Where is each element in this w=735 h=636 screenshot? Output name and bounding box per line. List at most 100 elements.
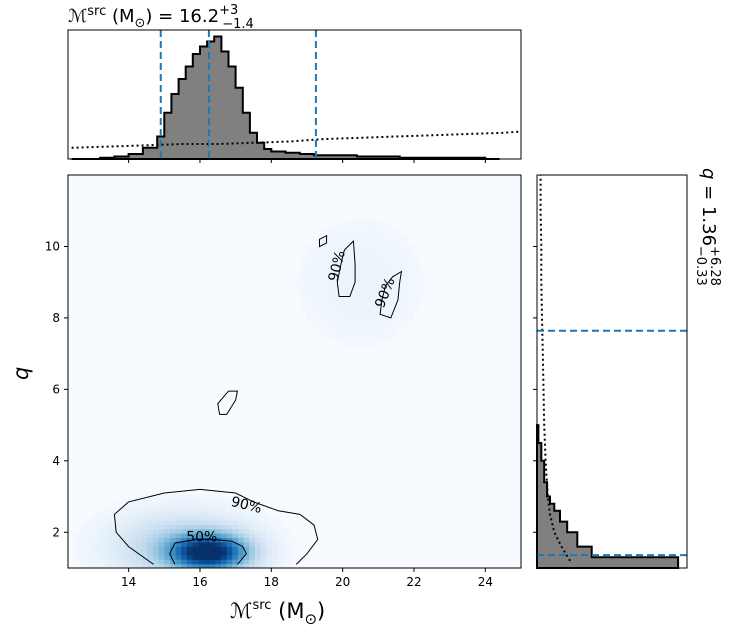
density-cell [379, 297, 386, 303]
density-cell [237, 515, 245, 521]
density-cell [317, 266, 324, 272]
density-cell [254, 559, 262, 565]
density-cell [192, 502, 199, 508]
density-cell [164, 519, 171, 525]
density-cell [124, 541, 131, 547]
density-cell [362, 257, 369, 263]
density-cell [328, 314, 335, 320]
density-cell [79, 546, 86, 552]
density-cell [322, 244, 330, 250]
density-cell [419, 288, 426, 294]
density-cell [322, 288, 330, 294]
density-cell [322, 227, 330, 233]
density-cell [215, 541, 222, 547]
density-cell [169, 511, 177, 517]
density-cell [209, 524, 216, 530]
density-cell [305, 297, 313, 303]
density-cell [362, 340, 369, 346]
density-cell [322, 231, 330, 237]
density-cell [84, 533, 92, 539]
density-cell [373, 332, 381, 338]
density-cell [107, 554, 114, 560]
density-cell [390, 240, 398, 246]
density-cell [164, 502, 171, 508]
density-cell [101, 537, 109, 543]
density-cell [271, 563, 279, 568]
density-cell [334, 253, 341, 259]
density-cell [373, 244, 381, 250]
density-cell [141, 528, 148, 534]
density-cell [113, 559, 120, 565]
density-cell [118, 506, 126, 512]
density-cell [356, 314, 364, 320]
density-cell [96, 546, 103, 552]
density-cell [118, 550, 126, 556]
density-cell [107, 524, 114, 530]
density-cell [317, 314, 324, 320]
density-cell [135, 554, 143, 560]
density-cell [237, 533, 245, 539]
density-cell [147, 563, 154, 568]
density-cell [147, 546, 154, 552]
density-cell [328, 327, 335, 333]
right-quantile-lines [537, 329, 687, 557]
density-cell [368, 236, 375, 242]
density-cell [373, 227, 381, 233]
density-cell [209, 506, 216, 512]
density-cell [169, 498, 177, 504]
density-cell [141, 519, 148, 525]
density-cell [73, 546, 80, 552]
density-cell [164, 554, 171, 560]
density-cell [113, 541, 120, 547]
density-cell [96, 519, 103, 525]
density-cell [339, 332, 347, 338]
density-cell [186, 511, 194, 517]
density-cell [379, 301, 386, 307]
density-cell [419, 271, 426, 277]
density-cell [226, 511, 233, 517]
density-cell [254, 546, 262, 552]
density-cell [198, 524, 205, 530]
density-cell [283, 559, 290, 565]
density-cell [277, 537, 284, 543]
density-cell [152, 515, 160, 521]
density-cell [362, 271, 369, 277]
density-cell [379, 257, 386, 263]
density-cell [164, 528, 171, 534]
density-cell [385, 266, 392, 272]
density-cell [407, 262, 415, 268]
density-cell [407, 275, 415, 281]
density-cell [396, 297, 403, 303]
density-cell [209, 550, 216, 556]
density-cell [362, 262, 369, 268]
density-cell [175, 550, 182, 556]
density-cell [385, 323, 392, 329]
density-cell [379, 327, 386, 333]
density-cell [390, 253, 398, 259]
density-cell [402, 249, 409, 255]
y-axis-label: q [9, 367, 33, 380]
density-cell [130, 546, 137, 552]
density-cell [215, 528, 222, 534]
density-cell [158, 546, 165, 552]
density-cell [96, 528, 103, 534]
density-cell [402, 314, 409, 320]
density-cell [305, 253, 313, 259]
density-cell [300, 297, 307, 303]
density-cell [311, 297, 318, 303]
density-cell [169, 541, 177, 547]
density-cell [311, 310, 318, 316]
density-cell [322, 249, 330, 255]
density-cell [362, 249, 369, 255]
density-cell [368, 244, 375, 250]
density-cell [73, 550, 80, 556]
density-cell [368, 327, 375, 333]
density-cell [368, 218, 375, 224]
density-cell [147, 502, 154, 508]
density-cell [413, 257, 420, 263]
density-cell [198, 554, 205, 560]
density-cell [368, 310, 375, 316]
y-tick-label: 2 [52, 525, 60, 539]
density-cell [135, 498, 143, 504]
